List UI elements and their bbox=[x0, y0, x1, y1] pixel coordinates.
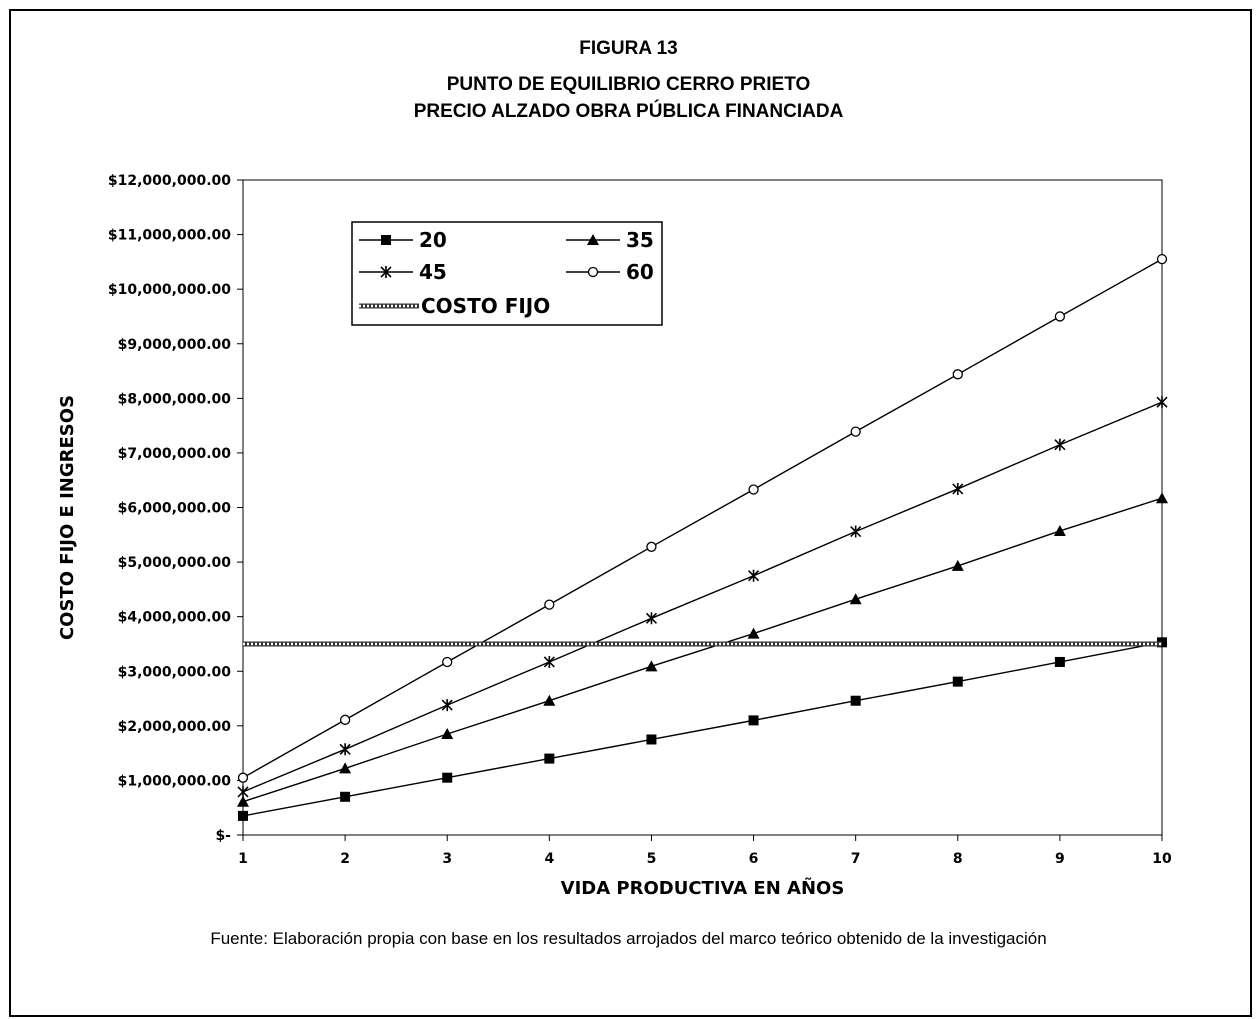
data-point bbox=[645, 612, 658, 625]
y-tick-label: $6,000,000.00 bbox=[118, 501, 232, 517]
x-tick-label: 9 bbox=[1055, 851, 1065, 867]
x-tick-label: 6 bbox=[749, 851, 759, 867]
data-point bbox=[339, 762, 352, 774]
series-45 bbox=[237, 396, 1168, 798]
x-tick-label: 1 bbox=[238, 851, 248, 867]
y-tick-label: $- bbox=[215, 828, 231, 844]
data-point bbox=[646, 541, 657, 552]
legend: 20 35 45 60 COSTO FIJO bbox=[351, 221, 663, 326]
legend-marker bbox=[587, 266, 599, 278]
data-point bbox=[1156, 253, 1168, 265]
figure-frame bbox=[9, 9, 1252, 1017]
y-tick-label: $8,000,000.00 bbox=[118, 391, 232, 407]
series-line bbox=[242, 641, 1163, 817]
y-tick-label: $5,000,000.00 bbox=[118, 555, 232, 571]
chart-subtitle: PRECIO ALZADO OBRA PÚBLICA FINANCIADA bbox=[413, 101, 844, 122]
series-20 bbox=[238, 637, 1167, 821]
x-tick-label: 10 bbox=[1152, 851, 1172, 867]
legend-marker bbox=[381, 235, 391, 245]
series-line bbox=[242, 497, 1163, 803]
y-tick-label: $2,000,000.00 bbox=[118, 719, 232, 735]
data-point bbox=[237, 795, 249, 807]
data-point bbox=[544, 753, 555, 764]
legend-marker bbox=[380, 266, 392, 278]
data-point bbox=[1054, 438, 1066, 451]
data-point bbox=[544, 599, 555, 610]
data-point bbox=[1156, 492, 1168, 504]
y-tick-label: $7,000,000.00 bbox=[118, 446, 232, 462]
data-point bbox=[951, 559, 964, 571]
x-axis: 1 2 3 4 5 6 7 8 9 10 bbox=[238, 835, 1172, 867]
legend-label: 35 bbox=[626, 228, 654, 252]
data-point bbox=[340, 791, 351, 802]
data-point bbox=[748, 715, 759, 726]
series-60 bbox=[237, 253, 1168, 783]
data-point bbox=[441, 728, 454, 740]
data-point bbox=[237, 785, 249, 798]
data-point bbox=[441, 699, 453, 712]
legend-label: 45 bbox=[419, 260, 447, 284]
y-tick-label: $1,000,000.00 bbox=[118, 773, 232, 789]
data-point bbox=[850, 426, 861, 437]
y-tick-label: $11,000,000.00 bbox=[108, 228, 231, 244]
y-tick-label: $10,000,000.00 bbox=[108, 282, 231, 298]
legend-label: 20 bbox=[419, 228, 447, 252]
data-point bbox=[952, 482, 964, 495]
x-tick-label: 4 bbox=[544, 851, 554, 867]
data-point bbox=[747, 569, 760, 582]
x-tick-label: 8 bbox=[953, 851, 963, 867]
y-tick-label: $3,000,000.00 bbox=[118, 664, 232, 680]
data-point bbox=[850, 525, 862, 538]
data-point bbox=[1054, 311, 1066, 322]
data-point bbox=[1054, 656, 1065, 667]
data-point bbox=[238, 810, 248, 821]
y-axis-label: COSTO FIJO E INGRESOS bbox=[57, 395, 78, 640]
data-point bbox=[952, 676, 963, 687]
data-point bbox=[442, 772, 453, 783]
data-point bbox=[747, 627, 760, 639]
data-point bbox=[543, 694, 556, 706]
data-point bbox=[850, 695, 861, 706]
data-point bbox=[339, 714, 351, 725]
series-35 bbox=[237, 492, 1168, 807]
data-point bbox=[646, 734, 657, 745]
data-point bbox=[645, 660, 658, 672]
x-axis-label: VIDA PRODUCTIVA EN AÑOS bbox=[561, 876, 845, 899]
figure-label: FIGURA 13 bbox=[579, 38, 678, 59]
x-tick-label: 2 bbox=[340, 851, 350, 867]
chart-title: PUNTO DE EQUILIBRIO CERRO PRIETO bbox=[446, 74, 811, 95]
series-layer bbox=[237, 253, 1168, 821]
y-axis: $- $1,000,000.00 $2,000,000.00 $3,000,000.0… bbox=[108, 173, 243, 844]
data-point bbox=[1053, 524, 1066, 536]
y-tick-label: $4,000,000.00 bbox=[118, 610, 232, 626]
source-note: Fuente: Elaboración propia con base en l… bbox=[210, 929, 1047, 948]
data-point bbox=[952, 369, 963, 380]
legend-label: COSTO FIJO bbox=[421, 294, 550, 318]
legend-label: 60 bbox=[626, 260, 654, 284]
data-point bbox=[339, 743, 351, 756]
data-point bbox=[1156, 396, 1168, 409]
series-line bbox=[242, 258, 1163, 779]
data-point bbox=[849, 593, 862, 605]
x-tick-label: 3 bbox=[442, 851, 452, 867]
x-tick-label: 5 bbox=[647, 851, 657, 867]
data-point bbox=[748, 484, 759, 495]
data-point bbox=[442, 656, 453, 668]
data-point bbox=[237, 772, 249, 783]
x-tick-label: 7 bbox=[851, 851, 861, 867]
data-point bbox=[543, 655, 555, 668]
y-tick-label: $9,000,000.00 bbox=[118, 337, 232, 353]
y-tick-label: $12,000,000.00 bbox=[108, 173, 231, 189]
legend-marker bbox=[587, 234, 599, 245]
series-line bbox=[242, 401, 1163, 793]
